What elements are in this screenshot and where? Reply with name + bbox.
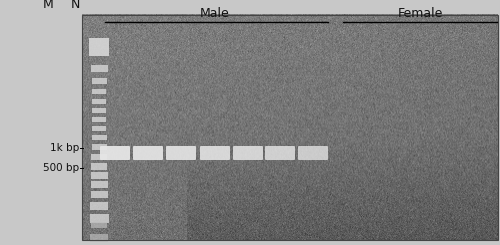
FancyBboxPatch shape xyxy=(265,146,295,160)
Bar xyxy=(92,89,106,94)
Bar xyxy=(90,214,108,223)
Text: 1k bp: 1k bp xyxy=(50,143,79,153)
Bar xyxy=(90,234,108,242)
FancyBboxPatch shape xyxy=(100,146,130,160)
FancyBboxPatch shape xyxy=(166,146,196,160)
Bar xyxy=(92,117,106,122)
Bar xyxy=(90,65,108,72)
FancyBboxPatch shape xyxy=(233,146,263,160)
Bar xyxy=(89,38,109,56)
Bar xyxy=(92,108,106,113)
FancyBboxPatch shape xyxy=(200,146,230,160)
Text: M: M xyxy=(42,0,54,11)
Bar xyxy=(91,163,107,170)
Bar xyxy=(91,154,107,160)
Bar xyxy=(92,144,106,150)
Bar xyxy=(90,191,108,198)
Bar xyxy=(91,222,107,228)
Bar xyxy=(92,78,106,84)
Text: N: N xyxy=(70,0,80,11)
Bar xyxy=(92,135,106,140)
Bar xyxy=(92,126,106,131)
Bar xyxy=(90,181,108,188)
Bar xyxy=(82,15,498,240)
FancyBboxPatch shape xyxy=(298,146,328,160)
Text: Female: Female xyxy=(398,7,442,20)
Text: Male: Male xyxy=(200,7,230,20)
Bar xyxy=(90,202,108,210)
Bar xyxy=(90,172,108,179)
Bar xyxy=(92,99,106,104)
FancyBboxPatch shape xyxy=(133,146,163,160)
Text: 500 bp: 500 bp xyxy=(43,163,79,173)
